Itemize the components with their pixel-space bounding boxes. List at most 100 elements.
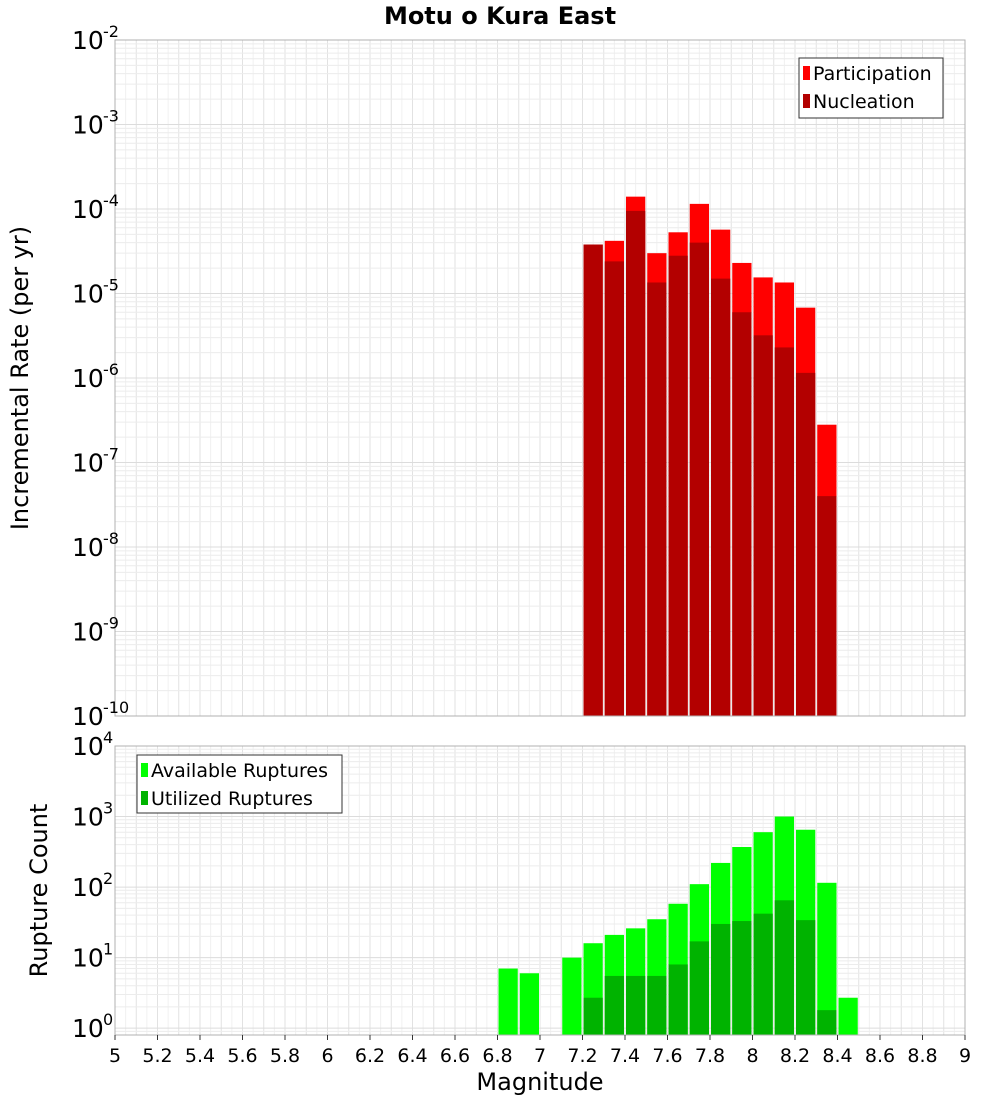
y-tick-exponent: -10	[103, 698, 129, 717]
x-axis-label: Magnitude	[476, 1068, 603, 1096]
legend-swatch	[803, 94, 810, 108]
legend-box	[798, 57, 944, 119]
rate-legend: Participation Nucleation	[798, 57, 944, 119]
x-tick-label: 7.4	[610, 1045, 640, 1067]
y-tick-label: 10	[72, 803, 104, 832]
x-tick-label: 6.8	[482, 1045, 512, 1067]
count-panel-bars	[498, 816, 858, 1035]
utilized-ruptures-bar	[604, 975, 624, 1035]
nucleation-bar	[583, 244, 603, 716]
utilized-ruptures-bar	[626, 975, 646, 1035]
x-tick-label: 6.2	[355, 1045, 385, 1067]
rate-panel-grid	[114, 40, 966, 717]
available-ruptures-bar	[519, 973, 539, 1035]
legend-swatch	[141, 791, 148, 805]
x-tick-label: 6.6	[440, 1045, 470, 1067]
available-ruptures-bar	[562, 957, 582, 1035]
nucleation-bar	[647, 282, 667, 716]
y-tick-label: 10	[72, 449, 104, 478]
y-tick-label: 10	[72, 1014, 104, 1043]
x-tick-label: 8.4	[822, 1045, 852, 1067]
y-tick-exponent: -4	[103, 191, 119, 210]
legend-label: Available Ruptures	[151, 760, 328, 782]
y-tick-label: 10	[72, 702, 104, 731]
legend-box	[136, 754, 343, 814]
utilized-ruptures-bar	[796, 920, 816, 1035]
count-legend: Available Ruptures Utilized Ruptures	[136, 754, 343, 814]
legend-swatch	[141, 763, 148, 777]
y-tick-label: 10	[72, 195, 104, 224]
nucleation-bar	[732, 312, 752, 716]
y-tick-exponent: 4	[103, 728, 113, 747]
y-tick-exponent: 3	[103, 799, 113, 818]
x-tick-label: 5.2	[142, 1045, 172, 1067]
y-tick-exponent: 1	[103, 940, 113, 959]
nucleation-bar	[626, 210, 646, 716]
rate-panel-bars	[583, 196, 837, 717]
x-tick-label: 9	[959, 1045, 971, 1067]
y-tick-exponent: 0	[103, 1010, 113, 1029]
y-tick-exponent: 2	[103, 869, 113, 888]
y-tick-label: 10	[72, 26, 104, 55]
x-tick-label: 5.6	[227, 1045, 257, 1067]
x-tick-label: 6.4	[397, 1045, 427, 1067]
utilized-ruptures-bar	[732, 921, 752, 1035]
x-tick-label: 7.8	[695, 1045, 725, 1067]
x-tick-label: 8.8	[907, 1045, 937, 1067]
y-tick-label: 10	[72, 732, 104, 761]
utilized-ruptures-bar	[753, 913, 773, 1035]
available-ruptures-bar	[498, 968, 518, 1035]
legend-swatch	[803, 66, 810, 80]
count-y-axis-label: Rupture Count	[25, 804, 53, 978]
nucleation-bar	[711, 278, 731, 716]
utilized-ruptures-bar	[774, 900, 794, 1035]
y-tick-label: 10	[72, 944, 104, 973]
nucleation-bar	[689, 242, 709, 717]
nucleation-bar	[668, 255, 688, 716]
x-axis-ticks: 5 5.2 5.4 5.6 5.8 6 6.2 6.4 6.6 6.8 7 7.2 7.4 7.6 7.8 8…	[109, 1035, 971, 1067]
y-tick-exponent: -6	[103, 360, 119, 379]
x-tick-label: 5.4	[185, 1045, 215, 1067]
nucleation-bar	[817, 496, 837, 716]
y-tick-label: 10	[72, 364, 104, 393]
rate-panel-frame	[114, 39, 966, 717]
utilized-ruptures-bar	[583, 997, 603, 1035]
x-tick-label: 8.6	[865, 1045, 895, 1067]
x-tick-label: 8.2	[780, 1045, 810, 1067]
legend-label: Utilized Ruptures	[151, 788, 313, 810]
y-tick-label: 10	[72, 111, 104, 140]
y-tick-label: 10	[72, 280, 104, 309]
y-tick-exponent: -7	[103, 445, 119, 464]
x-tick-label: 7	[534, 1045, 546, 1067]
utilized-ruptures-bar	[668, 964, 688, 1035]
x-tick-label: 8	[746, 1045, 758, 1067]
y-tick-exponent: -9	[103, 614, 119, 633]
nucleation-bar	[796, 372, 816, 716]
y-tick-exponent: -5	[103, 276, 119, 295]
utilized-ruptures-bar	[689, 941, 709, 1035]
legend-label: Participation	[813, 63, 932, 85]
utilized-ruptures-bar	[711, 923, 731, 1035]
y-tick-label: 10	[72, 873, 104, 902]
utilized-ruptures-bar	[647, 975, 667, 1035]
y-tick-exponent: -8	[103, 529, 119, 548]
available-ruptures-bar	[817, 882, 837, 1035]
x-tick-label: 7.2	[567, 1045, 597, 1067]
nucleation-bar	[753, 335, 773, 716]
x-tick-label: 6	[321, 1045, 333, 1067]
y-tick-exponent: -3	[103, 107, 119, 126]
nucleation-bar	[604, 261, 624, 716]
x-tick-label: 5	[109, 1045, 121, 1067]
utilized-ruptures-bar	[817, 1010, 837, 1035]
nucleation-bar	[774, 347, 794, 716]
y-tick-label: 10	[72, 618, 104, 647]
x-tick-label: 5.8	[270, 1045, 300, 1067]
y-tick-exponent: -2	[103, 22, 119, 41]
available-ruptures-bar	[838, 997, 858, 1035]
x-tick-label: 7.6	[652, 1045, 682, 1067]
